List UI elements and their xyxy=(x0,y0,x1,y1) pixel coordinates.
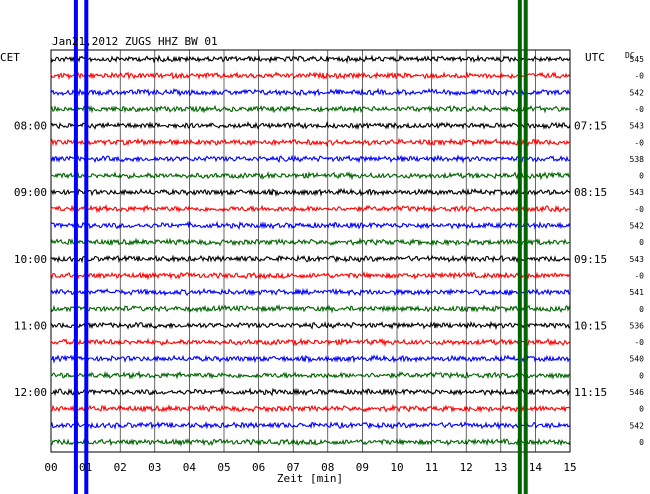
x-tick-label: 05 xyxy=(217,461,230,474)
dc-value: -0 xyxy=(634,338,644,347)
x-tick-label: 14 xyxy=(529,461,543,474)
dc-value: -0 xyxy=(634,72,644,81)
dc-value: -0 xyxy=(634,105,644,114)
right-hour-label: 07:15 xyxy=(574,120,607,133)
trace-9 xyxy=(50,203,571,214)
events xyxy=(73,0,528,494)
x-tick-label: 00 xyxy=(44,461,57,474)
left-axis-label: CET xyxy=(0,51,20,64)
left-hour-label: 08:00 xyxy=(14,120,47,133)
x-tick-label: 13 xyxy=(494,461,507,474)
x-tick-label: 10 xyxy=(390,461,403,474)
dc-value: 542 xyxy=(630,222,645,231)
x-tick-label: 04 xyxy=(183,461,197,474)
right-hour-label: 11:15 xyxy=(574,386,607,399)
dc-value: 543 xyxy=(630,122,645,131)
trace-16 xyxy=(50,320,571,331)
x-tick-label: 11 xyxy=(425,461,438,474)
dc-value: 542 xyxy=(630,421,645,430)
trace-23 xyxy=(50,437,571,447)
x-tick-label: 01 xyxy=(79,461,92,474)
dc-value: 541 xyxy=(630,288,645,297)
x-tick-label: 09 xyxy=(356,461,369,474)
labels: Jan21,2012 ZUGS HHZ BW 01 CET UTC DC Zei… xyxy=(0,35,644,485)
right-axis-label: UTC xyxy=(585,51,605,64)
dc-value: 0 xyxy=(639,438,644,447)
dc-value: 545 xyxy=(630,55,645,64)
trace-18 xyxy=(50,354,571,364)
trace-3 xyxy=(50,104,571,114)
right-hour-label: 09:15 xyxy=(574,253,607,266)
dc-value: -0 xyxy=(634,271,644,280)
x-tick-label: 15 xyxy=(563,461,576,474)
dc-value: 536 xyxy=(630,321,645,330)
trace-20 xyxy=(50,387,571,397)
left-hour-label: 11:00 xyxy=(14,319,47,332)
dc-value: 546 xyxy=(630,388,645,397)
trace-10 xyxy=(50,220,571,230)
dc-value: 0 xyxy=(639,172,644,181)
left-hour-label: 10:00 xyxy=(14,253,47,266)
right-hour-label: 08:15 xyxy=(574,186,607,199)
x-tick-label: 06 xyxy=(252,461,265,474)
trace-7 xyxy=(50,170,571,181)
trace-22 xyxy=(50,420,571,431)
x-tick-label: 07 xyxy=(287,461,300,474)
trace-12 xyxy=(50,254,571,264)
dc-value: -0 xyxy=(634,138,644,147)
dc-label: DC xyxy=(625,51,635,60)
x-axis-label: Zeit [min] xyxy=(277,472,343,485)
trace-17 xyxy=(50,337,571,347)
trace-0 xyxy=(50,54,571,64)
trace-21 xyxy=(50,403,571,414)
right-hour-label: 10:15 xyxy=(574,319,607,332)
x-tick-label: 03 xyxy=(148,461,161,474)
dc-value: 542 xyxy=(630,88,645,97)
trace-4 xyxy=(50,120,571,131)
trace-2 xyxy=(50,87,571,97)
plot-frame xyxy=(50,49,571,453)
dc-value: 0 xyxy=(639,371,644,380)
left-hour-label: 09:00 xyxy=(14,186,47,199)
dc-value: 538 xyxy=(630,155,645,164)
dc-value: 543 xyxy=(630,255,645,264)
trace-1 xyxy=(50,71,571,81)
traces xyxy=(50,54,571,447)
trace-13 xyxy=(50,270,571,281)
dc-value: 0 xyxy=(639,238,644,247)
dc-value: -0 xyxy=(634,205,644,214)
trace-14 xyxy=(50,287,571,297)
x-tick-label: 12 xyxy=(460,461,473,474)
x-tick-label: 08 xyxy=(321,461,334,474)
trace-11 xyxy=(50,237,571,247)
grid xyxy=(50,49,571,453)
left-hour-label: 12:00 xyxy=(14,386,47,399)
trace-5 xyxy=(50,137,571,147)
x-tick-label: 02 xyxy=(114,461,127,474)
dc-value: 540 xyxy=(630,355,645,364)
dc-value: 0 xyxy=(639,405,644,414)
trace-8 xyxy=(50,187,571,198)
dc-value: 0 xyxy=(639,305,644,314)
chart-title: Jan21,2012 ZUGS HHZ BW 01 xyxy=(52,35,218,48)
dc-value: 543 xyxy=(630,188,645,197)
trace-15 xyxy=(50,303,571,314)
trace-19 xyxy=(50,370,571,380)
trace-6 xyxy=(50,154,570,164)
